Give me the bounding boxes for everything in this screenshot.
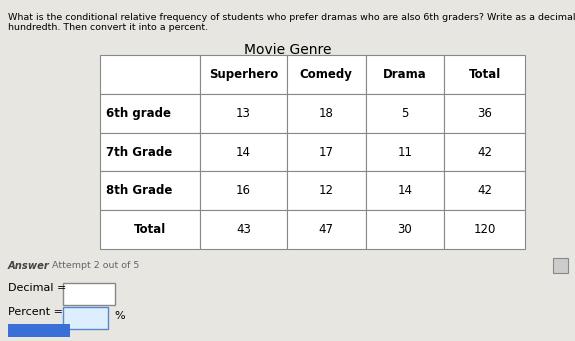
- Text: What is the conditional relative frequency of students who prefer dramas who are: What is the conditional relative frequen…: [8, 13, 575, 22]
- Bar: [444, 94, 525, 133]
- Bar: [366, 55, 444, 94]
- Bar: [100, 210, 200, 249]
- Text: Attempt 2 out of 5: Attempt 2 out of 5: [52, 261, 139, 270]
- Text: 11: 11: [397, 146, 412, 159]
- Text: 120: 120: [473, 223, 496, 236]
- Bar: [287, 94, 366, 133]
- Bar: [366, 172, 444, 210]
- Bar: [366, 133, 444, 172]
- Bar: [366, 210, 444, 249]
- Text: Comedy: Comedy: [300, 68, 352, 81]
- Bar: [100, 133, 200, 172]
- Text: 42: 42: [477, 146, 492, 159]
- Text: 8th Grade: 8th Grade: [106, 184, 172, 197]
- Text: 47: 47: [319, 223, 334, 236]
- Bar: [200, 55, 287, 94]
- Text: Answer: Answer: [8, 261, 50, 271]
- Text: 12: 12: [319, 184, 334, 197]
- Text: Decimal =: Decimal =: [8, 283, 66, 293]
- Bar: [63, 307, 108, 329]
- Bar: [444, 172, 525, 210]
- Text: Total: Total: [134, 223, 166, 236]
- Text: 14: 14: [236, 146, 251, 159]
- Text: 13: 13: [236, 107, 251, 120]
- Text: 6th grade: 6th grade: [106, 107, 171, 120]
- Bar: [287, 133, 366, 172]
- Bar: [200, 210, 287, 249]
- Text: Superhero: Superhero: [209, 68, 278, 81]
- Bar: [200, 172, 287, 210]
- Text: 7th Grade: 7th Grade: [106, 146, 172, 159]
- Bar: [100, 94, 200, 133]
- Bar: [100, 172, 200, 210]
- Text: 16: 16: [236, 184, 251, 197]
- Text: 36: 36: [477, 107, 492, 120]
- Bar: [366, 94, 444, 133]
- Text: 17: 17: [319, 146, 334, 159]
- Bar: [100, 55, 200, 94]
- Text: 14: 14: [397, 184, 412, 197]
- Text: Movie Genre: Movie Genre: [244, 43, 331, 57]
- Text: 5: 5: [401, 107, 409, 120]
- Bar: [8, 324, 70, 337]
- Text: 30: 30: [397, 223, 412, 236]
- Bar: [287, 172, 366, 210]
- Text: Drama: Drama: [383, 68, 427, 81]
- Text: 42: 42: [477, 184, 492, 197]
- Bar: [63, 283, 115, 305]
- Text: %: %: [114, 311, 125, 321]
- Bar: [287, 55, 366, 94]
- Text: hundredth. Then convert it into a percent.: hundredth. Then convert it into a percen…: [8, 23, 208, 32]
- Bar: [444, 55, 525, 94]
- Text: Total: Total: [469, 68, 501, 81]
- Bar: [200, 133, 287, 172]
- Bar: [200, 94, 287, 133]
- Text: 18: 18: [319, 107, 333, 120]
- Bar: [444, 133, 525, 172]
- Text: 43: 43: [236, 223, 251, 236]
- Bar: [444, 210, 525, 249]
- Bar: [553, 258, 568, 273]
- Text: Percent =: Percent =: [8, 307, 63, 317]
- Bar: [287, 210, 366, 249]
